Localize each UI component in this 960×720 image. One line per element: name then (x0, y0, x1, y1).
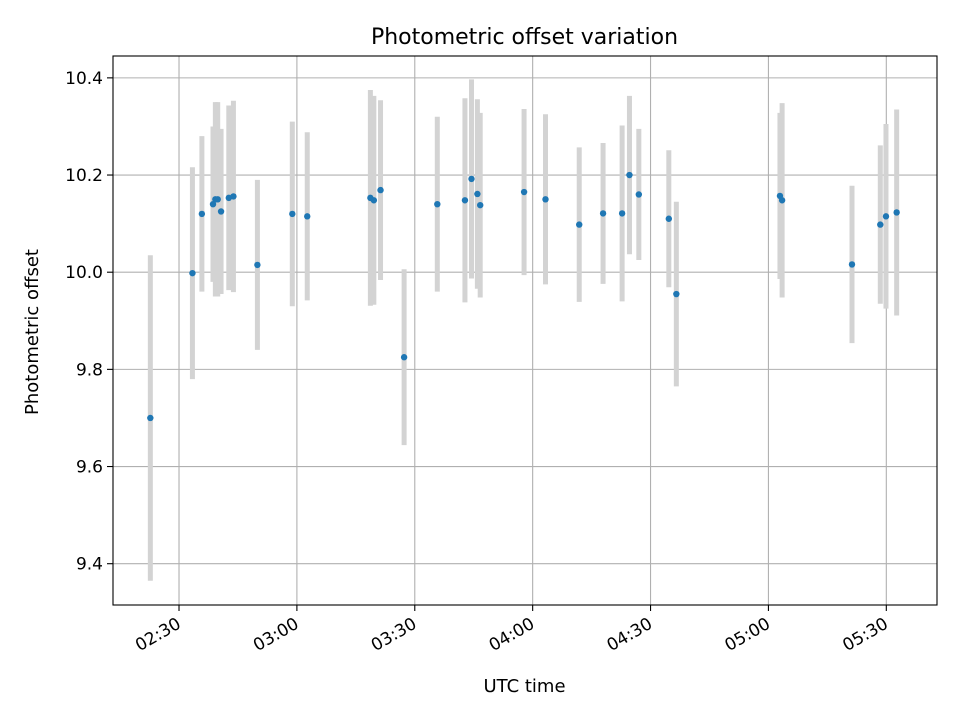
data-point (400, 354, 408, 361)
data-point (189, 269, 196, 277)
errorbars (147, 79, 900, 581)
data-point (209, 200, 217, 208)
x-tick-label: 03:30 (368, 614, 420, 656)
y-axis-label: Photometric offset (22, 249, 43, 415)
data-point (635, 191, 643, 198)
y-tick-label: 10.2 (65, 166, 103, 186)
data-point (230, 193, 237, 200)
data-point (198, 210, 206, 218)
data-point (214, 196, 221, 203)
data-point (304, 213, 311, 220)
x-tick-label: 04:30 (604, 614, 656, 656)
data-point (599, 210, 607, 217)
data-point (542, 196, 549, 203)
data-point (848, 261, 856, 268)
data-point (882, 213, 890, 220)
x-tick-label: 02:30 (132, 614, 184, 656)
data-point (254, 261, 261, 269)
data-point (289, 210, 296, 218)
y-tick-label: 9.6 (76, 458, 103, 478)
data-point (377, 186, 384, 194)
y-tick-label: 9.8 (76, 360, 103, 380)
data-point (468, 175, 475, 183)
plot-area-frame (112, 55, 938, 606)
data-point (147, 414, 154, 422)
x-axis-label: UTC time (483, 676, 565, 697)
y-tick-label: 10.4 (65, 69, 103, 89)
data-point (474, 190, 481, 198)
x-tick-label: 03:00 (250, 614, 302, 656)
x-axis: 02:30 03:00 03:30 04:00 04:30 05:00 05:30 (132, 605, 892, 656)
y-tick-label: 10.0 (65, 263, 103, 283)
data-point (877, 221, 884, 228)
data-points (147, 171, 900, 422)
data-point (461, 197, 469, 204)
data-point (434, 200, 441, 208)
y-axis: 9.4 9.6 9.8 10.0 10.2 10.4 (65, 69, 113, 575)
data-point (665, 215, 673, 222)
data-point (893, 209, 900, 216)
data-point (576, 221, 583, 228)
data-point (370, 197, 378, 204)
data-point (477, 201, 484, 209)
data-point (618, 210, 626, 217)
grid-lines (113, 56, 937, 605)
chart-title: Photometric offset variation (371, 25, 678, 50)
y-tick-label: 9.4 (76, 555, 103, 575)
data-point (520, 188, 528, 196)
x-tick-label: 05:30 (839, 614, 891, 656)
x-tick-label: 04:00 (486, 614, 538, 656)
data-point (778, 197, 786, 204)
data-point (217, 208, 225, 215)
data-point (626, 171, 633, 179)
data-point (673, 290, 680, 298)
x-tick-label: 05:00 (721, 614, 773, 656)
